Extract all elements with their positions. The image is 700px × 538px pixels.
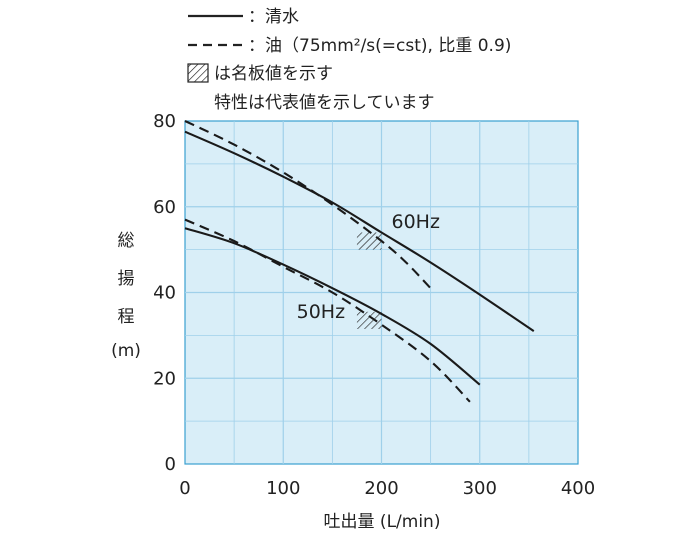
legend-dashed-label: ：油（75mm²/s(=cst), 比重 0.9) [248, 36, 511, 56]
series-line-60Hz-dashed [184, 120, 432, 289]
y-tick-label: 20 [153, 368, 176, 389]
curve-label-60Hz: 60Hz [392, 211, 440, 233]
y-axis-title: 総 揚 程 (m) [111, 231, 141, 361]
y-tick-label: 80 [153, 111, 176, 132]
y-tick-label: 40 [153, 283, 176, 304]
rated-point-layer [356, 232, 382, 329]
grid [185, 121, 578, 464]
x-tick-label: 300 [463, 478, 497, 499]
series-line-60Hz-solid [184, 130, 535, 332]
rated-point-60Hz [356, 232, 382, 250]
x-tick-label: 100 [266, 478, 300, 499]
y-tick-label: 0 [165, 454, 176, 475]
y-axis-title-char-2: 揚 [118, 269, 135, 289]
legend-hatch-swatch [187, 63, 209, 83]
x-axis-title: 吐出量 (L/min) [324, 512, 441, 532]
y-axis-title-char-4: (m) [111, 341, 141, 361]
legend-solid-label: ：清水 [248, 7, 299, 27]
x-tick-label: 200 [364, 478, 398, 499]
tick-labels: 0 100 200 300 400 0 20 40 60 80 [153, 111, 595, 499]
series-line-50Hz-dashed [184, 218, 471, 403]
legend-hatch-label: は名板値を示す [214, 64, 333, 84]
y-axis-title-char-1: 総 [118, 231, 135, 251]
curve-label-50Hz: 50Hz [297, 301, 345, 323]
legend-note: 特性は代表値を示しています [214, 93, 435, 113]
series-line-50Hz-solid [184, 227, 481, 386]
y-tick-label: 60 [153, 197, 176, 218]
legend: ：清水 ：油（75mm²/s(=cst), 比重 0.9) は名板値を示す 特性… [187, 7, 511, 113]
curve-labels: 60Hz 50Hz [297, 211, 440, 323]
rated-point-50Hz [356, 311, 382, 329]
y-axis-title-char-3: 程 [118, 307, 135, 327]
x-tick-label: 400 [561, 478, 595, 499]
x-tick-label: 0 [179, 478, 190, 499]
series-layer [184, 120, 535, 403]
